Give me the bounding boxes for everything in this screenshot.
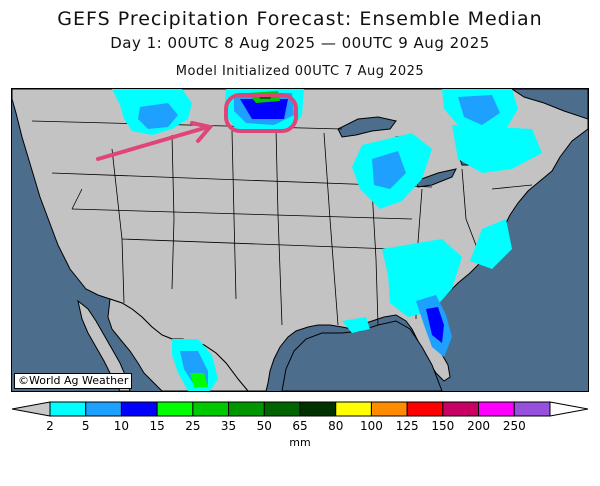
- scale-bin-200: [478, 401, 515, 417]
- scale-label-200: 200: [467, 419, 490, 433]
- scale-label-35: 35: [221, 419, 236, 433]
- forecast-period: Day 1: 00UTC 8 Aug 2025 — 00UTC 9 Aug 20…: [110, 34, 490, 52]
- scale-bin-65: [299, 401, 337, 417]
- highlight-ring: [224, 93, 298, 133]
- scale-label-125: 125: [396, 419, 419, 433]
- highlight-arrow-head: [190, 121, 214, 143]
- scale-bin-125: [406, 401, 444, 417]
- annotation: [96, 93, 298, 161]
- scale-label-10: 10: [114, 419, 129, 433]
- scale-label-25: 25: [185, 419, 200, 433]
- scale-bin-2: [49, 401, 87, 417]
- precip-map: ©World Ag Weather: [11, 88, 589, 392]
- scale-label-50: 50: [257, 419, 272, 433]
- map-title: GEFS Precipitation Forecast: Ensemble Me…: [57, 8, 543, 30]
- hudson-bay: [511, 89, 588, 120]
- scale-unit: mm: [289, 436, 311, 449]
- scale-bin-35: [228, 401, 265, 417]
- map-canvas: [12, 89, 588, 391]
- highlight-arrow-shaft: [96, 125, 210, 161]
- scale-label-80: 80: [328, 419, 343, 433]
- lake-superior: [337, 116, 397, 138]
- scale-bin-50: [263, 401, 301, 417]
- scale-bin-250: [513, 401, 551, 417]
- scale-label-5: 5: [82, 419, 90, 433]
- precip-color-scale: 2 5 10 15 25 35 50 65 80 100 125 150 200 250: [11, 401, 589, 433]
- lake-erie: [415, 168, 457, 188]
- scale-bin-80: [335, 401, 372, 417]
- precip-overlay: [112, 89, 542, 391]
- scale-bin-15: [156, 401, 194, 417]
- scale-min-cap: [11, 401, 51, 417]
- scale-label-15: 15: [150, 419, 165, 433]
- scale-bin-5: [85, 401, 122, 417]
- scale-label-65: 65: [292, 419, 307, 433]
- land-baja: [77, 299, 131, 391]
- model-init-time: Model Initialized 00UTC 7 Aug 2025: [175, 64, 425, 79]
- scale-bin-10: [120, 401, 158, 417]
- scale-bin-100: [370, 401, 408, 417]
- scale-label-150: 150: [431, 419, 454, 433]
- scale-bin-25: [192, 401, 230, 417]
- scale-label-2: 2: [46, 419, 54, 433]
- scale-max-cap: [549, 401, 589, 417]
- map-credit: ©World Ag Weather: [14, 373, 133, 389]
- scale-label-100: 100: [360, 419, 383, 433]
- scale-label-250: 250: [503, 419, 526, 433]
- scale-bin-150: [442, 401, 480, 417]
